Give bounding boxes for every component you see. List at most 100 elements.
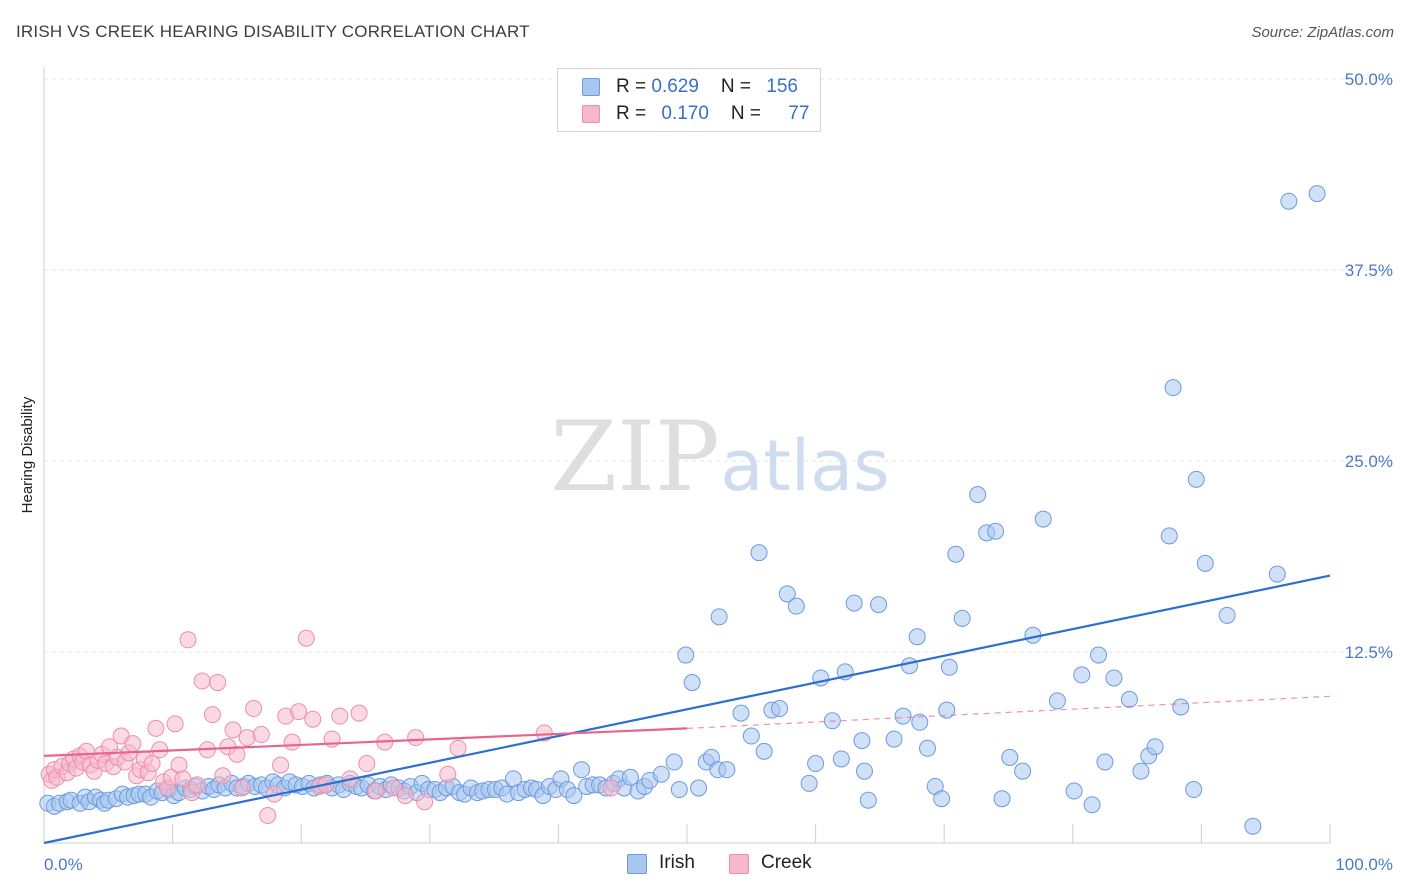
creek-point	[439, 765, 457, 783]
creek-point	[224, 721, 242, 739]
irish-point	[683, 674, 701, 692]
irish-point	[894, 707, 912, 725]
irish-point	[1160, 527, 1178, 545]
grid-lines	[44, 78, 1393, 653]
source-label: Source: ZipAtlas.com	[1251, 24, 1394, 41]
watermark-atlas: atlas	[720, 425, 889, 507]
creek-point	[290, 703, 308, 721]
creek-point	[124, 735, 142, 753]
irish-n-value: 156	[766, 76, 798, 97]
irish-point	[690, 779, 708, 797]
irish-point	[853, 732, 871, 750]
creek-point	[209, 674, 227, 692]
creek-point	[535, 724, 553, 742]
creek-point	[188, 776, 206, 794]
creek-point	[147, 719, 165, 737]
creek-point	[283, 733, 301, 751]
creek-point	[214, 767, 232, 785]
creek-point	[245, 700, 263, 718]
irish-point	[1048, 692, 1066, 710]
irish-point	[900, 657, 918, 675]
creek-point	[416, 793, 434, 811]
irish-point	[987, 522, 1005, 540]
creek-point	[350, 704, 368, 722]
irish-point	[652, 765, 670, 783]
irish-point	[1065, 782, 1083, 800]
creek-point	[174, 770, 192, 788]
irish-point	[1172, 698, 1190, 716]
irish-point	[787, 597, 805, 615]
irish-point	[1187, 470, 1205, 488]
creek-point	[166, 715, 184, 733]
irish-point	[665, 753, 683, 771]
irish-point	[573, 761, 591, 779]
irish-point	[732, 704, 750, 722]
irish-swatch	[582, 78, 600, 96]
irish-point	[670, 781, 688, 799]
trend-lines	[43, 574, 1331, 845]
creek-point	[143, 755, 161, 773]
irish-point	[1014, 762, 1032, 780]
irish-point	[1185, 781, 1203, 799]
irish-point	[993, 790, 1011, 808]
irish-point	[845, 594, 863, 612]
irish-point	[755, 742, 773, 760]
irish-point	[677, 646, 695, 664]
irish-point	[1196, 554, 1214, 572]
irish-point	[1218, 606, 1236, 624]
creek-point	[252, 726, 270, 744]
irish-trend-line	[43, 574, 1331, 845]
creek-point	[449, 739, 467, 757]
irish-point	[1073, 666, 1091, 684]
irish-point	[742, 727, 760, 745]
x-axis-ticks	[172, 824, 1331, 843]
y-tick-labels: 12.5% 25.0% 37.5% 50.0%	[1345, 70, 1393, 662]
creek-point	[233, 779, 251, 797]
creek-point	[358, 755, 376, 773]
irish-point	[710, 608, 728, 626]
irish-point	[870, 596, 888, 614]
irish-point	[800, 774, 818, 792]
stats-legend: R = 0.629 N = 156 R = 0.170 N = 77	[557, 68, 821, 132]
irish-point	[1132, 762, 1150, 780]
irish-point	[1083, 796, 1101, 814]
irish-point	[1244, 817, 1262, 835]
irish-point	[771, 700, 789, 718]
irish-point	[1308, 185, 1326, 203]
creek-point	[259, 806, 277, 824]
irish-point	[1096, 753, 1114, 771]
creek-point	[367, 782, 385, 800]
irish-point	[621, 768, 639, 786]
irish-point	[1164, 379, 1182, 397]
y-tick-label: 37.5%	[1345, 261, 1393, 280]
irish-r-value: 0.629	[651, 76, 699, 97]
irish-point	[1120, 690, 1138, 708]
irish-point	[947, 545, 965, 563]
irish-point	[940, 658, 958, 676]
creek-r-label: R =	[616, 103, 652, 124]
creek-point	[272, 756, 290, 774]
irish-point	[807, 755, 825, 773]
irish-point	[911, 713, 929, 731]
irish-n-label: N =	[720, 76, 757, 97]
creek-r-value: 0.170	[661, 103, 709, 124]
irish-point	[1090, 646, 1108, 664]
creek-legend-label: Creek	[761, 852, 812, 873]
irish-point	[969, 486, 987, 504]
creek-point	[602, 779, 620, 797]
creek-legend-swatch	[729, 854, 749, 874]
irish-legend-label: Irish	[659, 852, 695, 873]
irish-point	[933, 790, 951, 808]
creek-point	[228, 745, 246, 763]
irish-point	[778, 585, 796, 603]
chart-title: IRISH VS CREEK HEARING DISABILITY CORREL…	[16, 22, 530, 41]
y-axis-label: Hearing Disability	[19, 396, 36, 513]
irish-point	[1001, 748, 1019, 766]
y-tick-label: 12.5%	[1345, 643, 1393, 662]
creek-n-value: 77	[788, 103, 810, 124]
x-tick-label-max: 100.0%	[1335, 855, 1393, 874]
creek-point	[331, 707, 349, 725]
irish-point	[565, 787, 583, 805]
irish-point	[855, 762, 873, 780]
creek-swatch	[582, 105, 600, 123]
